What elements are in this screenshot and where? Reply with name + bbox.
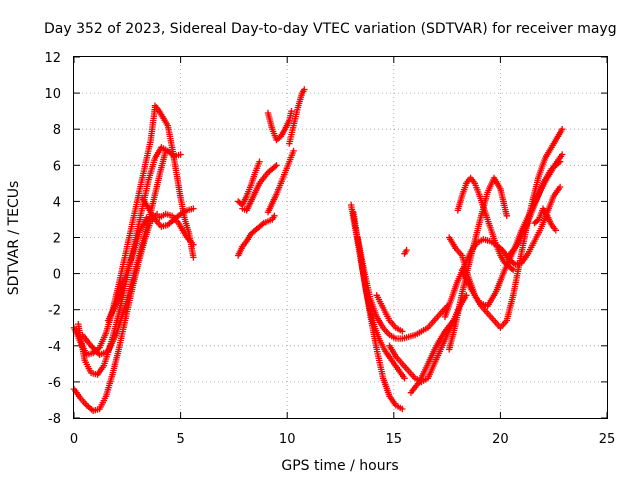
data-point: [503, 212, 510, 219]
series-arc24: [454, 174, 517, 274]
y-tick-label: -4: [48, 340, 61, 355]
data-point: [290, 147, 297, 155]
series-arc1: [70, 210, 161, 414]
plot-frame: [73, 56, 608, 419]
series-arc10: [235, 212, 278, 259]
data-point: [552, 227, 559, 234]
x-tick-label: 20: [492, 432, 509, 447]
x-tick-label: 10: [279, 432, 296, 447]
series-arc14: [286, 86, 308, 147]
x-tick-label: 5: [176, 432, 184, 447]
series-arc21: [401, 246, 410, 257]
y-tick-label: 0: [53, 268, 61, 283]
data-point: [177, 151, 184, 158]
y-tick-label: -8: [48, 412, 61, 427]
x-axis-label: GPS time / hours: [281, 458, 398, 474]
y-tick-label: 8: [53, 123, 61, 138]
data-point: [271, 212, 278, 219]
data-point: [534, 217, 541, 224]
data-point: [556, 158, 564, 165]
y-tick-label: 4: [53, 195, 61, 210]
y-tick-label: -2: [48, 304, 61, 319]
data-points: [70, 86, 566, 414]
chart-title: Day 352 of 2023, Sidereal Day-to-day VTE…: [44, 21, 617, 37]
y-tick-label: 12: [44, 51, 61, 66]
data-point: [288, 108, 295, 115]
series-arc7: [139, 194, 197, 230]
y-tick-label: -6: [48, 376, 61, 391]
series-arc27: [505, 158, 564, 259]
data-point: [256, 158, 263, 165]
data-point: [190, 205, 197, 212]
data-point: [162, 147, 169, 155]
series-arc13: [264, 108, 295, 144]
series-arc4: [79, 147, 169, 358]
y-tick-label: 2: [53, 232, 61, 247]
series-arc9: [235, 158, 263, 209]
data-point: [401, 375, 408, 382]
data-point: [556, 183, 564, 191]
y-tick-label: 6: [53, 159, 61, 174]
series-arc28: [531, 205, 559, 234]
series-arc5: [104, 214, 150, 324]
x-tick-label: 15: [386, 432, 403, 447]
data-point: [399, 405, 406, 413]
series-arc17: [354, 234, 451, 342]
y-axis-label: SDTVAR / TECUs: [6, 181, 22, 296]
data-point: [508, 265, 515, 272]
series-arc20: [373, 292, 406, 335]
series-arc11: [239, 162, 280, 214]
data-point: [403, 246, 410, 254]
data-point: [190, 241, 197, 248]
data-point: [559, 126, 566, 133]
x-tick-label: 25: [599, 432, 616, 447]
data-point: [259, 221, 266, 228]
series-arc8: [156, 210, 197, 248]
data-point: [301, 86, 308, 93]
x-tick-label: 0: [70, 432, 78, 447]
series-arc19: [407, 317, 457, 396]
data-point: [559, 151, 566, 158]
data-point: [510, 266, 517, 274]
data-point: [273, 162, 280, 169]
axis-ticks: 0 5 10 15 20 25 -8 -6 -4 -2 0 2 4 6 8 10 12: [44, 51, 615, 447]
data-point: [399, 328, 406, 335]
grid-lines: [74, 57, 607, 418]
y-tick-label: 10: [44, 87, 61, 102]
data-point: [271, 163, 279, 170]
data-point: [143, 214, 150, 221]
series-arc12: [264, 147, 297, 216]
data-point: [190, 254, 197, 261]
